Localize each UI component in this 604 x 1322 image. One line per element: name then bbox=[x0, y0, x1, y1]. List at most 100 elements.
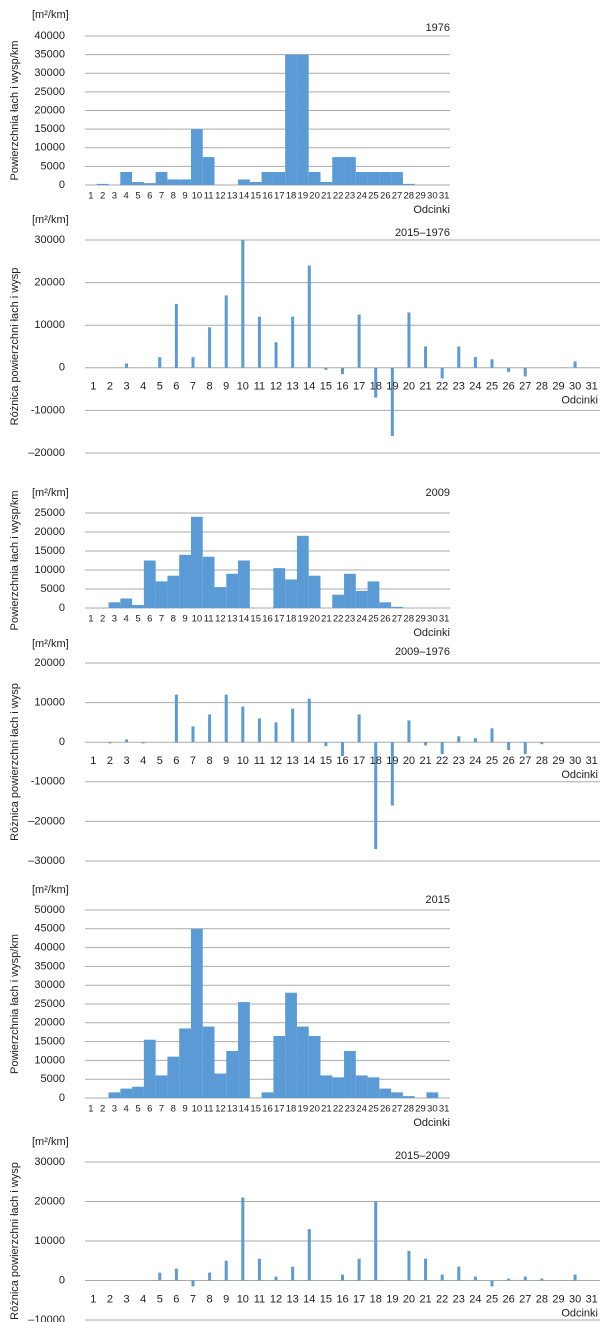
bar bbox=[273, 568, 286, 608]
x-tick-label: 17 bbox=[274, 1104, 285, 1115]
x-tick-label: 1 bbox=[88, 614, 93, 625]
x-tick-label: 9 bbox=[223, 755, 229, 767]
x-axis-label: Odcinki bbox=[413, 204, 450, 216]
bar bbox=[490, 1280, 494, 1287]
bar bbox=[257, 316, 261, 368]
bar bbox=[473, 357, 477, 368]
x-tick-label: 29 bbox=[415, 191, 426, 202]
bar bbox=[214, 587, 227, 608]
x-tick-label: 28 bbox=[536, 381, 548, 393]
x-tick-label: 15 bbox=[250, 1104, 261, 1115]
bar bbox=[285, 579, 297, 608]
x-tick-label: 15 bbox=[250, 614, 261, 625]
x-tick-label: 2 bbox=[107, 1293, 113, 1305]
bar bbox=[367, 1077, 380, 1098]
x-tick-label: 25 bbox=[486, 1293, 498, 1305]
x-tick-label: 20 bbox=[309, 1104, 320, 1115]
bar bbox=[120, 1088, 133, 1098]
x-tick-label: 14 bbox=[239, 1104, 250, 1115]
x-tick-label: 21 bbox=[419, 381, 431, 393]
unit-label: [m²/km] bbox=[32, 9, 69, 21]
x-tick-label: 26 bbox=[380, 614, 391, 625]
bar bbox=[190, 129, 203, 185]
x-tick-label: 12 bbox=[215, 1104, 226, 1115]
y-tick-label: 50000 bbox=[34, 904, 65, 916]
x-tick-label: 11 bbox=[254, 1293, 265, 1305]
x-tick-label: 9 bbox=[223, 381, 229, 393]
bar bbox=[96, 183, 109, 185]
chart: [m²/km] 2015–2009 –10000 0 10000 20000 30000 Ró… bbox=[9, 1136, 600, 1322]
chart-title: 2015 bbox=[426, 894, 450, 906]
bar bbox=[391, 171, 403, 185]
bar bbox=[238, 1002, 250, 1098]
bar bbox=[158, 357, 162, 368]
chart: [m²/km] 2009–1976 –30000 –20000 -10000 0 10000… bbox=[9, 638, 600, 867]
x-tick-label: 30 bbox=[427, 1104, 438, 1115]
x-tick-label: 8 bbox=[207, 1293, 213, 1305]
bar bbox=[226, 573, 239, 608]
bar bbox=[261, 1092, 274, 1098]
x-tick-label: 4 bbox=[124, 191, 129, 202]
y-tick-label: 25000 bbox=[34, 86, 65, 98]
x-tick-label: 3 bbox=[112, 191, 117, 202]
bar bbox=[440, 742, 444, 755]
x-tick-label: 28 bbox=[404, 1104, 415, 1115]
x-tick-label: 13 bbox=[227, 614, 238, 625]
x-tick-label: 18 bbox=[370, 755, 382, 767]
bar bbox=[125, 363, 129, 368]
x-tick-label: 27 bbox=[392, 191, 403, 202]
x-tick-label: 7 bbox=[190, 755, 196, 767]
y-tick-label: 15000 bbox=[34, 123, 65, 135]
bar bbox=[202, 556, 215, 608]
bar bbox=[374, 367, 378, 398]
x-tick-label: 11 bbox=[204, 191, 214, 202]
x-axis-label: Odcinki bbox=[561, 1307, 598, 1319]
bar bbox=[324, 742, 328, 747]
x-tick-label: 5 bbox=[135, 614, 140, 625]
x-tick-label: 18 bbox=[286, 614, 297, 625]
x-tick-label: 9 bbox=[182, 1104, 187, 1115]
x-tick-label: 25 bbox=[368, 191, 379, 202]
x-tick-label: 19 bbox=[298, 1104, 309, 1115]
x-tick-label: 23 bbox=[345, 191, 356, 202]
bar bbox=[424, 346, 428, 368]
bar bbox=[261, 171, 274, 185]
bar bbox=[357, 314, 361, 368]
y-tick-label: 0 bbox=[59, 362, 65, 374]
x-tick-label: 15 bbox=[320, 755, 332, 767]
x-tick-label: 10 bbox=[237, 1293, 249, 1305]
x-tick-label: 1 bbox=[88, 1104, 93, 1115]
bar bbox=[367, 171, 380, 185]
y-tick-label: -10000 bbox=[31, 776, 65, 788]
x-tick-label: 8 bbox=[171, 614, 176, 625]
x-tick-label: 22 bbox=[436, 755, 448, 767]
x-tick-label: 13 bbox=[287, 381, 299, 393]
x-tick-label: 24 bbox=[469, 381, 481, 393]
bar bbox=[341, 367, 344, 375]
x-tick-label: 18 bbox=[370, 381, 382, 393]
bar bbox=[132, 604, 144, 608]
bar bbox=[407, 720, 411, 743]
x-tick-label: 1 bbox=[88, 191, 93, 202]
x-axis-label: Odcinki bbox=[413, 627, 450, 639]
x-tick-label: 25 bbox=[368, 1104, 379, 1115]
bar bbox=[132, 182, 144, 185]
x-tick-label: 4 bbox=[124, 1104, 129, 1115]
bar bbox=[296, 54, 309, 185]
bar bbox=[407, 312, 411, 368]
x-tick-label: 16 bbox=[262, 191, 273, 202]
chart: [m²/km] 2009 0 5000 10000 15000 20000 25000 Powi… bbox=[9, 487, 450, 639]
bar bbox=[241, 240, 245, 368]
bar bbox=[296, 535, 309, 608]
x-tick-label: 7 bbox=[159, 191, 164, 202]
x-tick-label: 26 bbox=[380, 1104, 391, 1115]
y-tick-label: 25000 bbox=[34, 507, 65, 519]
y-tick-label: 20000 bbox=[34, 104, 65, 116]
bar bbox=[374, 742, 378, 850]
bar bbox=[457, 1266, 461, 1281]
y-tick-label: 20000 bbox=[34, 277, 65, 289]
y-tick-label: 0 bbox=[59, 736, 65, 748]
x-tick-label: 20 bbox=[309, 191, 320, 202]
